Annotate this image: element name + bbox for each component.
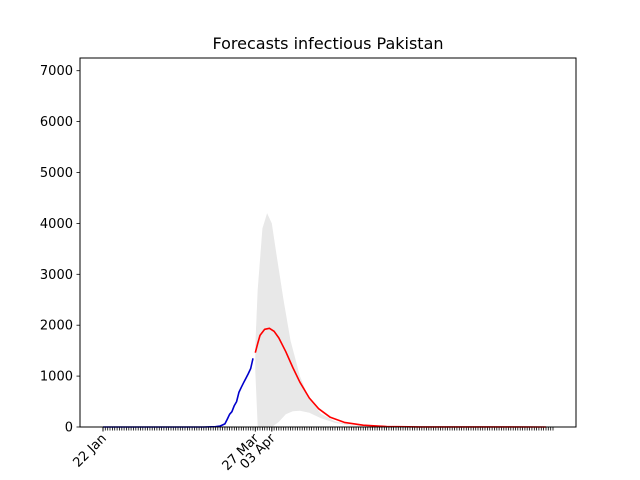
y-tick-label: 7000 bbox=[40, 64, 73, 79]
y-tick-label: 4000 bbox=[40, 217, 73, 232]
y-tick-label: 3000 bbox=[40, 268, 73, 283]
y-tick-label: 2000 bbox=[40, 319, 73, 334]
uncertainty-band bbox=[255, 213, 432, 427]
plot-frame bbox=[79, 57, 577, 428]
forecast-series-line bbox=[254, 327, 547, 428]
x-minor-ticks bbox=[102, 427, 554, 431]
y-tick-label: 5000 bbox=[40, 166, 73, 181]
chart-title: Forecasts infectious Pakistan bbox=[212, 34, 443, 53]
y-tick-label: 6000 bbox=[40, 115, 73, 130]
observed-series-line bbox=[103, 358, 254, 428]
y-tick-label: 0 bbox=[65, 421, 73, 436]
y-tick-label: 1000 bbox=[40, 370, 73, 385]
x-tick-label: 22 Jan bbox=[70, 431, 109, 470]
